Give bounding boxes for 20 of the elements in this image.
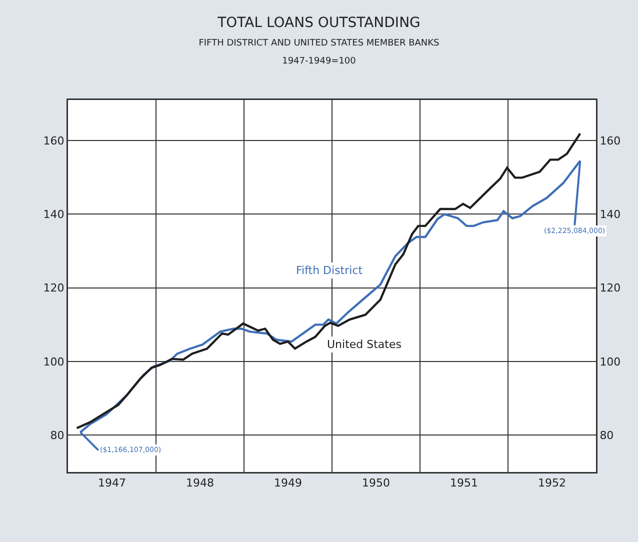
x-tick-label: 1950 — [362, 476, 390, 490]
y2-tick-label: 100 — [600, 355, 621, 368]
x-tick-label: 1949 — [274, 476, 302, 490]
x-tick-label: 1948 — [186, 476, 214, 490]
y2-tick-label: 120 — [600, 282, 621, 295]
chart-subtitle: FIFTH DISTRICT AND UNITED STATES MEMBER BANKS 1947-1949=100 — [198, 38, 440, 66]
x-tick-label: 1952 — [538, 476, 566, 490]
x-tick-label: 1951 — [450, 476, 478, 490]
y-tick-label: 140 — [43, 208, 64, 222]
series-label: Fifth District — [296, 264, 364, 277]
chart-title: TOTAL LOANS OUTSTANDING — [216, 15, 420, 32]
y2-tick-label: 80 — [600, 429, 614, 442]
x-tick-label: 1947 — [98, 476, 126, 490]
y-tick-label: 120 — [43, 282, 64, 295]
y-tick-label: 160 — [43, 134, 64, 148]
y-tick-label: 100 — [43, 355, 64, 368]
y2-tick-label: 160 — [600, 134, 621, 148]
y-tick-label: 80 — [50, 429, 64, 442]
series-label: United States — [327, 338, 402, 351]
y2-tick-label: 140 — [600, 208, 621, 222]
